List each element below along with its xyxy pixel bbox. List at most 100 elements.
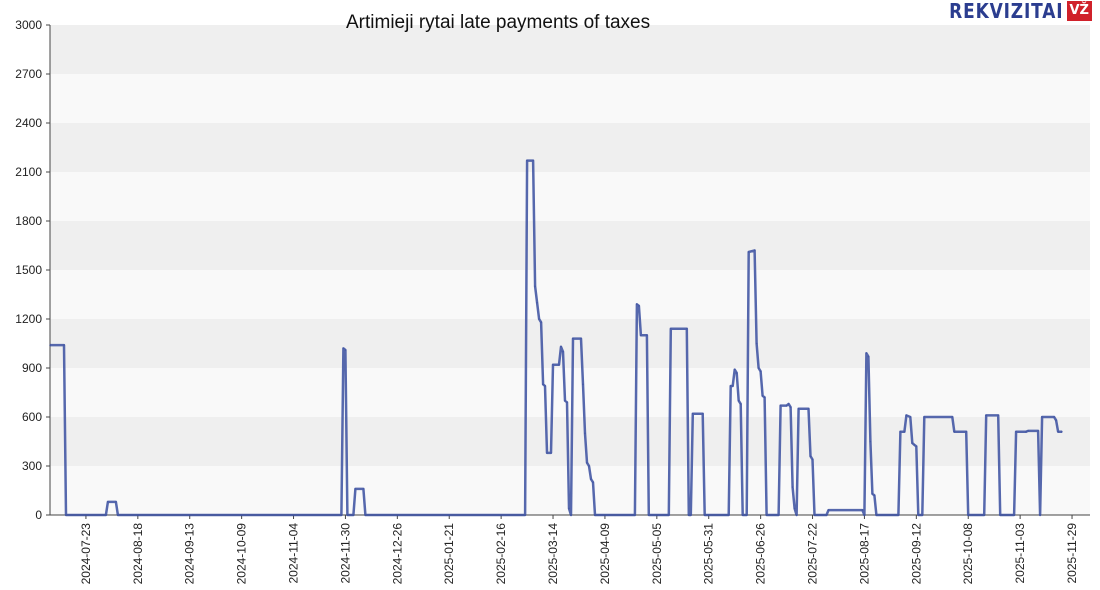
x-tick-label: 2024-11-30 bbox=[338, 523, 352, 584]
data-point bbox=[115, 501, 117, 503]
data-point bbox=[1025, 430, 1027, 433]
x-tick-label: 2025-06-26 bbox=[754, 523, 768, 585]
x-tick-label: 2025-11-03 bbox=[1013, 523, 1027, 584]
grid-band bbox=[50, 221, 1090, 270]
data-point bbox=[588, 465, 590, 467]
data-point bbox=[761, 394, 764, 397]
data-point bbox=[689, 514, 692, 516]
data-point bbox=[532, 159, 534, 162]
data-point bbox=[544, 385, 546, 387]
data-point bbox=[572, 337, 574, 340]
data-point bbox=[63, 344, 65, 346]
data-point bbox=[636, 303, 638, 306]
data-point bbox=[538, 318, 540, 320]
data-point bbox=[582, 383, 584, 386]
data-point bbox=[1055, 419, 1057, 422]
data-point bbox=[590, 478, 592, 480]
grid-band bbox=[50, 123, 1090, 172]
data-point bbox=[903, 430, 906, 433]
x-axis-ticks: 2024-07-23 2024-08-18 2024-09-13 2024-10-09… bbox=[79, 515, 1079, 584]
x-tick-label: 2025-08-17 bbox=[857, 523, 871, 585]
data-point bbox=[741, 514, 744, 516]
data-point bbox=[536, 301, 538, 304]
data-point bbox=[861, 509, 864, 511]
series-layer bbox=[49, 159, 1063, 517]
data-point bbox=[905, 414, 908, 417]
data-point bbox=[777, 514, 780, 516]
data-point bbox=[1015, 430, 1017, 433]
x-tick-label: 2024-11-04 bbox=[287, 523, 301, 584]
y-tick-label: 1800 bbox=[15, 214, 42, 228]
data-point bbox=[865, 352, 868, 355]
x-tick-label: 2024-09-13 bbox=[183, 523, 197, 585]
data-point bbox=[552, 363, 554, 366]
data-point bbox=[873, 494, 876, 497]
x-tick-label: 2024-10-09 bbox=[235, 523, 249, 585]
data-point bbox=[779, 404, 782, 407]
y-tick-label: 900 bbox=[22, 361, 42, 375]
data-point bbox=[797, 408, 800, 410]
data-point bbox=[703, 514, 706, 516]
data-point bbox=[542, 383, 544, 386]
data-point bbox=[915, 445, 918, 448]
data-point bbox=[739, 403, 742, 405]
data-point bbox=[809, 455, 812, 458]
data-point bbox=[1041, 416, 1043, 418]
data-point bbox=[985, 414, 987, 417]
data-point bbox=[534, 285, 536, 288]
data-point bbox=[813, 514, 816, 516]
x-tick-label: 2024-12-26 bbox=[390, 523, 404, 585]
data-point bbox=[755, 342, 758, 345]
data-point bbox=[584, 432, 586, 435]
data-point bbox=[863, 514, 866, 516]
x-tick-label: 2025-04-09 bbox=[598, 523, 612, 585]
data-point bbox=[759, 370, 762, 373]
data-point bbox=[875, 514, 878, 516]
data-point bbox=[340, 514, 343, 516]
x-tick-label: 2025-03-14 bbox=[546, 523, 560, 585]
data-point bbox=[999, 514, 1001, 516]
data-point bbox=[727, 514, 730, 516]
data-point bbox=[550, 452, 552, 454]
data-point bbox=[737, 399, 740, 402]
data-point bbox=[352, 514, 355, 516]
grid-band bbox=[50, 270, 1090, 319]
data-point bbox=[745, 514, 748, 516]
data-point bbox=[346, 514, 349, 516]
data-point bbox=[107, 501, 109, 503]
data-point bbox=[897, 514, 900, 516]
logo-text: REKVIZITAI bbox=[949, 0, 1064, 23]
y-axis-ticks: 0 300 600 900 1200 1500 1800 2100 2400 2700 3000 bbox=[15, 18, 50, 522]
data-point bbox=[731, 385, 734, 387]
data-point bbox=[747, 251, 750, 253]
x-tick-label: 2025-02-16 bbox=[494, 523, 508, 585]
x-tick-label: 2025-07-22 bbox=[806, 523, 820, 585]
data-point bbox=[807, 408, 810, 410]
y-tick-label: 2100 bbox=[15, 165, 42, 179]
data-point bbox=[668, 514, 670, 516]
data-point bbox=[105, 514, 107, 516]
grid-bands bbox=[50, 25, 1090, 515]
data-point bbox=[1037, 430, 1039, 432]
data-point bbox=[911, 442, 914, 444]
y-tick-label: 0 bbox=[35, 508, 42, 522]
data-point bbox=[634, 514, 636, 516]
data-point bbox=[558, 363, 560, 366]
brand-logo[interactable]: REKVIZITAI VŽ bbox=[929, 0, 1092, 23]
data-point bbox=[685, 328, 688, 330]
data-point bbox=[646, 334, 648, 337]
data-point bbox=[757, 367, 760, 369]
data-point bbox=[763, 396, 766, 399]
data-point bbox=[566, 401, 568, 404]
data-point bbox=[364, 514, 367, 516]
x-tick-label: 2025-10-08 bbox=[961, 523, 975, 585]
data-point bbox=[640, 334, 642, 337]
data-point bbox=[586, 461, 588, 464]
grid-band bbox=[50, 25, 1090, 74]
data-point bbox=[735, 372, 738, 374]
data-point bbox=[983, 514, 986, 516]
data-point bbox=[867, 355, 870, 358]
data-point bbox=[362, 488, 365, 490]
data-point bbox=[787, 403, 790, 405]
